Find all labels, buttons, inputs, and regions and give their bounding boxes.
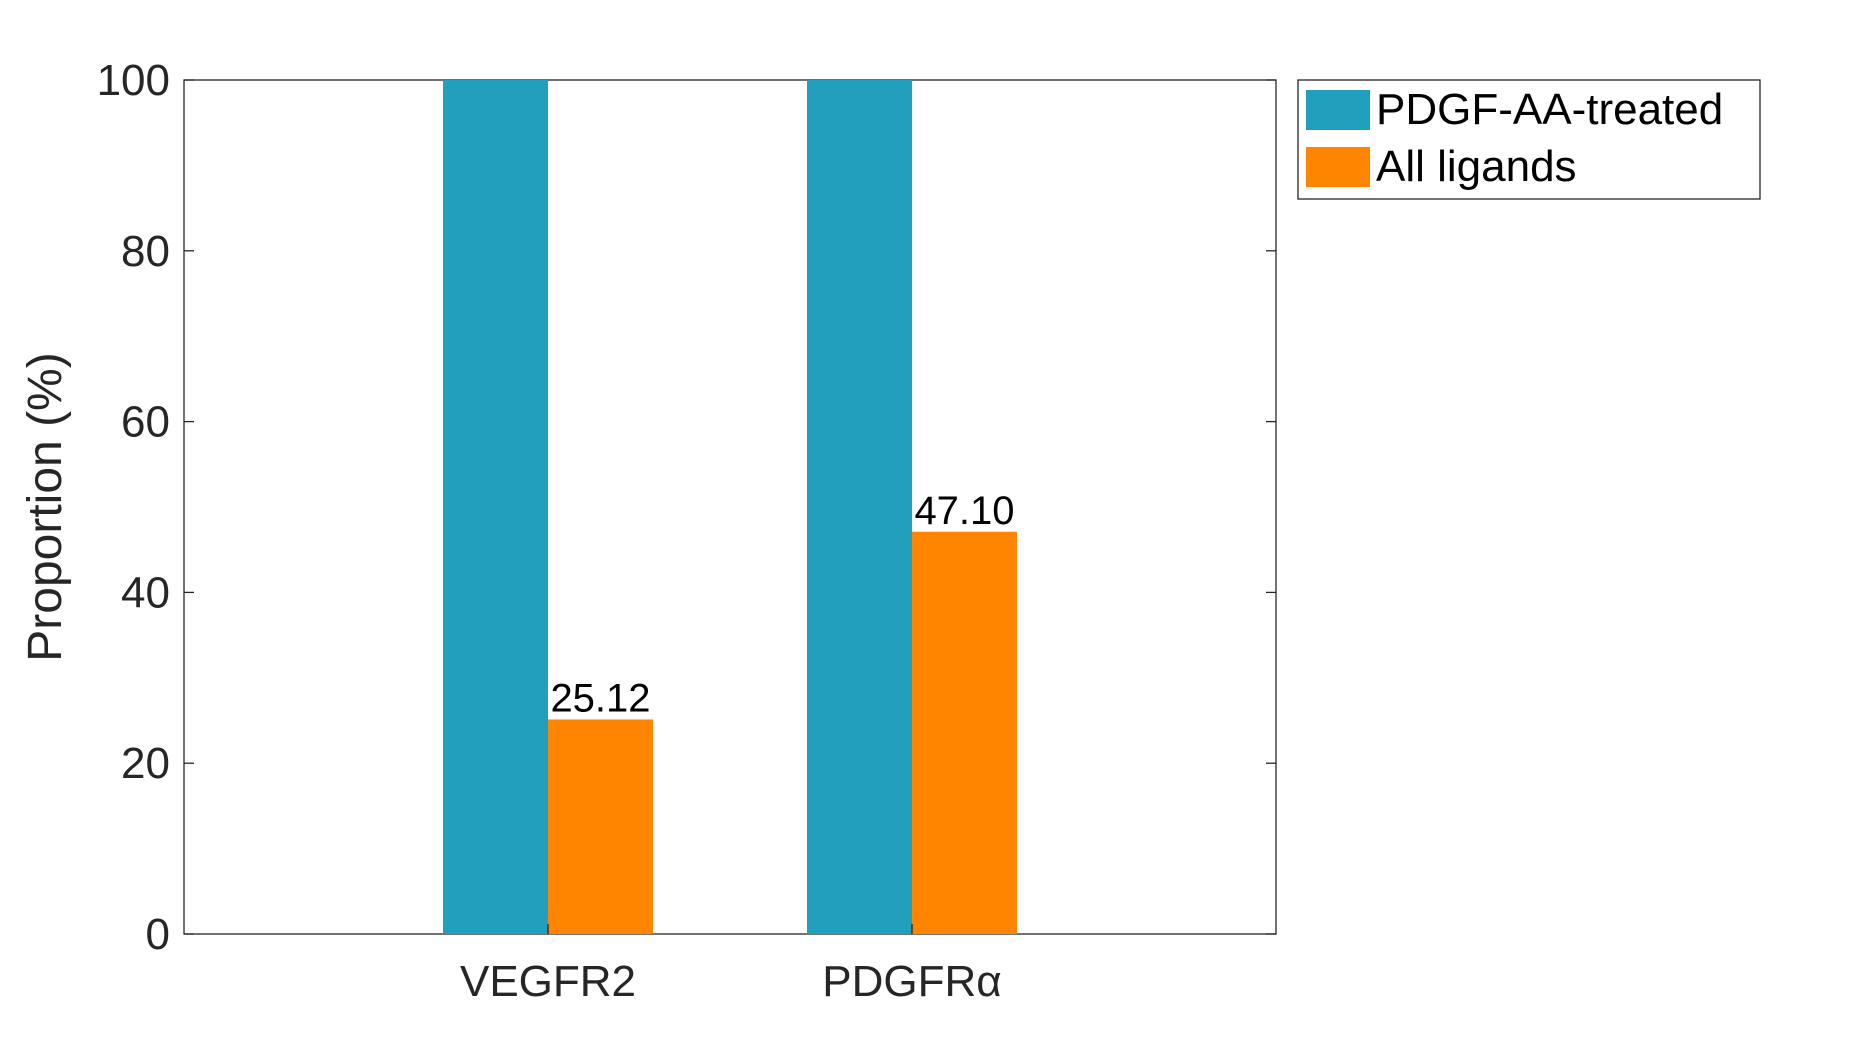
x-tick-label: PDGFRα [822, 957, 1001, 1006]
legend-swatch [1306, 90, 1370, 130]
bar [548, 719, 653, 934]
x-tick-label: VEGFR2 [460, 957, 636, 1006]
y-tick-label: 40 [121, 568, 170, 617]
bar-data-label: 25.12 [550, 676, 650, 720]
plot-frame [183, 79, 1277, 935]
legend: PDGF-AA-treated All ligands [1297, 79, 1761, 200]
y-tick-label: 80 [121, 227, 170, 276]
y-axis-title: Proportion (%) [19, 352, 72, 661]
y-tick-label: 20 [121, 739, 170, 788]
y-tick-label: 0 [146, 910, 170, 959]
bar [443, 80, 548, 934]
plot-area: 0 20 40 60 80 100 Proportion (%) 25.12 VEGFR2 47.… [19, 56, 1277, 1006]
bar-data-label: 47.10 [914, 489, 1014, 533]
y-tick-label: 100 [97, 56, 170, 105]
legend-box [1297, 79, 1761, 200]
bar [912, 531, 1017, 934]
y-tick-label: 60 [121, 398, 170, 447]
legend-label: PDGF-AA-treated [1376, 85, 1723, 134]
bar [807, 80, 912, 934]
legend-swatch [1306, 147, 1370, 187]
legend-label: All ligands [1376, 142, 1577, 191]
